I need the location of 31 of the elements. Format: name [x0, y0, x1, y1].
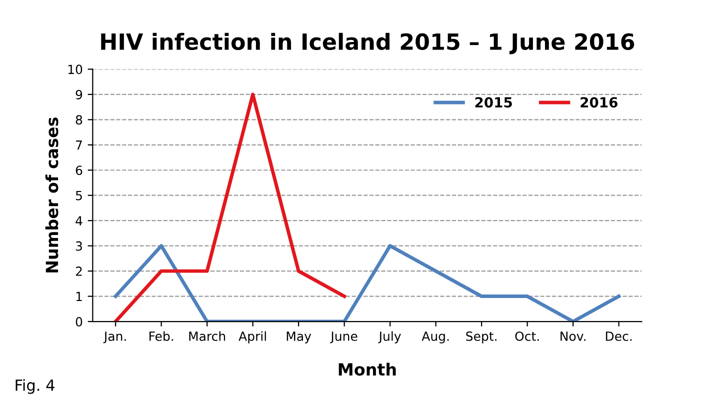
caption: Fig. 4	[16, 379, 54, 394]
x-axis-title: Month	[338, 362, 396, 376]
x-tick-label: Jan.	[103, 332, 126, 344]
x-tick-label: April	[238, 331, 266, 344]
y-tick-label: 7	[76, 140, 82, 150]
y-tick-label: 4	[76, 216, 82, 226]
y-tick-label: 10	[68, 64, 82, 74]
x-tick-label: March	[189, 331, 226, 341]
y-tick-label: 6	[76, 166, 82, 176]
x-tick-label: Sept.	[466, 331, 496, 344]
line-series	[114, 92, 346, 322]
x-tick-label: Dec.	[606, 332, 632, 341]
chart-title: HIV infection in Iceland 2015 – 1 June 2016	[101, 32, 634, 54]
y-tick-label: 3	[76, 241, 82, 251]
y-tick-label: 5	[76, 190, 82, 200]
x-tick-label: Aug.	[422, 332, 449, 344]
y-tick-label: 9	[76, 90, 82, 100]
x-tick-label: June	[330, 332, 358, 344]
x-tick-label: July	[378, 331, 401, 344]
legend-label: 2016	[580, 97, 618, 108]
x-tick-label: Feb.	[149, 331, 174, 341]
y-tick-label: 0	[76, 317, 82, 326]
x-tick-label: Oct.	[515, 331, 539, 341]
x-tick-label: May	[286, 332, 312, 344]
line-series	[114, 244, 621, 322]
y-tick-label: 8	[76, 115, 82, 125]
y-tick-label: 2	[76, 266, 82, 276]
y-tick-label: 1	[76, 292, 82, 302]
legend-label: 2015	[475, 97, 512, 108]
x-tick-label: Nov.	[560, 332, 586, 341]
y-axis-title: Number of cases	[45, 118, 58, 272]
